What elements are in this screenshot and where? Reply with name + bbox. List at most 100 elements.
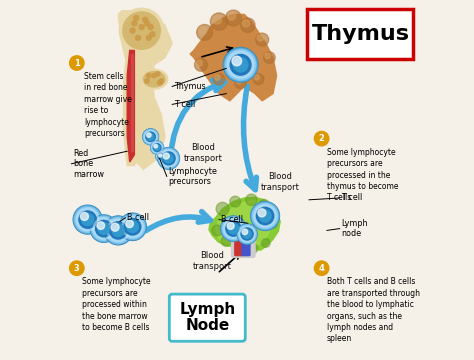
Circle shape [158,153,164,160]
Circle shape [132,21,137,26]
Circle shape [164,154,173,163]
Text: Stem cells
in red bone
marrow give
rise to
lymphocyte
precursors: Stem cells in red bone marrow give rise … [84,72,132,138]
Circle shape [256,207,273,225]
Circle shape [221,216,246,241]
Circle shape [228,12,236,20]
Circle shape [255,33,269,46]
Circle shape [151,142,163,153]
Circle shape [104,216,133,245]
Circle shape [73,205,102,234]
Circle shape [124,219,141,235]
Text: Both T cells and B cells
are transported through
the blood to lymphatic
organs, : Both T cells and B cells are transported… [327,277,420,343]
Circle shape [74,207,100,233]
Circle shape [106,218,131,243]
Text: Lymphocyte
precursors: Lymphocyte precursors [169,167,218,186]
Circle shape [143,129,158,144]
Circle shape [120,214,145,239]
Text: Thymus: Thymus [311,24,410,44]
Text: 4: 4 [319,264,325,273]
Circle shape [119,8,164,53]
Circle shape [144,130,157,144]
Circle shape [212,225,223,236]
Polygon shape [127,50,135,162]
Text: T cell: T cell [341,194,363,202]
Circle shape [152,73,156,78]
Circle shape [235,77,246,89]
Text: T cell: T cell [174,100,195,109]
Circle shape [248,244,258,253]
Circle shape [92,217,116,240]
Circle shape [243,230,251,238]
Circle shape [237,224,257,244]
Circle shape [147,134,154,140]
Circle shape [81,212,89,220]
Text: Lymph
node: Lymph node [341,219,368,238]
Circle shape [241,228,253,240]
Circle shape [159,79,164,83]
Circle shape [159,154,162,157]
Text: Some lymphocyte
precursors are
processed within
the bone marrow
to become B cell: Some lymphocyte precursors are processed… [82,277,151,332]
Circle shape [224,49,257,81]
Circle shape [199,27,207,35]
Circle shape [91,215,117,242]
Circle shape [253,203,278,229]
Circle shape [253,204,277,228]
Circle shape [98,223,109,234]
Circle shape [156,151,167,162]
Circle shape [158,148,179,168]
Circle shape [152,142,163,153]
Circle shape [259,210,271,222]
Circle shape [107,219,129,242]
Circle shape [242,229,248,235]
Circle shape [144,130,158,144]
Circle shape [269,220,277,228]
Circle shape [264,53,271,59]
Circle shape [254,205,276,227]
Circle shape [159,154,164,159]
Polygon shape [124,47,138,166]
Circle shape [145,21,149,26]
Circle shape [127,221,138,233]
Circle shape [221,236,231,246]
Circle shape [213,73,225,85]
Circle shape [254,75,259,80]
Text: 3: 3 [74,264,80,273]
Circle shape [232,56,242,66]
Circle shape [105,217,131,243]
Circle shape [210,13,228,30]
Text: B cell: B cell [127,213,149,222]
Circle shape [130,28,135,33]
Circle shape [266,208,276,217]
Circle shape [251,202,279,230]
Circle shape [226,10,241,26]
Circle shape [262,239,270,247]
Circle shape [146,73,151,78]
Circle shape [153,144,161,152]
Circle shape [230,196,241,207]
Circle shape [224,219,243,238]
Polygon shape [118,11,172,169]
Circle shape [151,141,163,154]
Circle shape [136,35,140,40]
Circle shape [252,202,279,230]
Circle shape [150,32,155,37]
Circle shape [157,152,165,161]
Text: Blood
transport: Blood transport [261,172,300,192]
FancyBboxPatch shape [235,239,243,256]
Circle shape [227,222,234,229]
Circle shape [156,152,166,162]
Circle shape [214,75,220,80]
Circle shape [197,24,212,40]
Circle shape [246,194,257,206]
Circle shape [258,209,266,217]
Circle shape [226,50,256,80]
Circle shape [146,132,155,141]
Circle shape [151,141,164,154]
Circle shape [145,79,149,83]
Circle shape [143,17,148,22]
Circle shape [76,208,99,231]
Circle shape [225,49,256,81]
Circle shape [239,226,255,242]
Circle shape [121,215,144,238]
Circle shape [93,218,114,239]
